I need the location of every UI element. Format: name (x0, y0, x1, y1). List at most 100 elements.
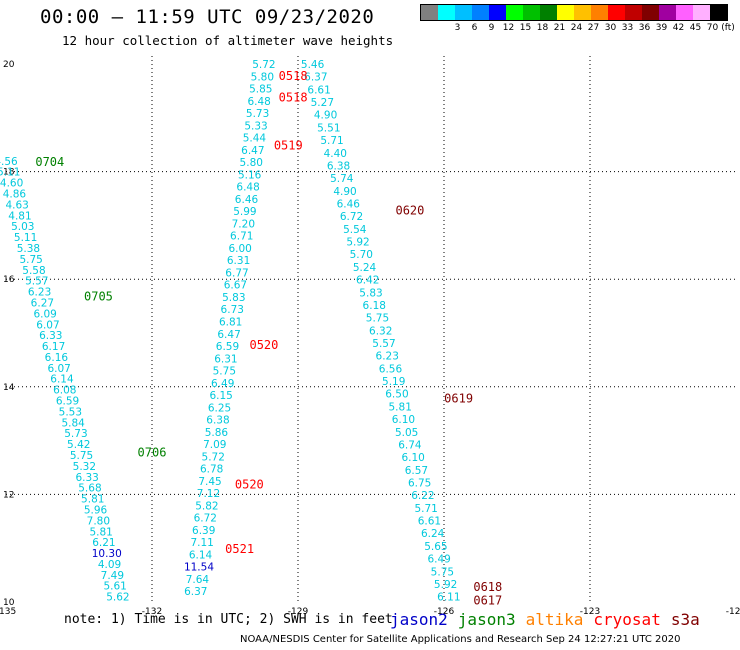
wave-height-value: 5.80 (240, 157, 263, 169)
wave-height-value: 5.84 (61, 417, 85, 429)
pass-time-label: 0518 (279, 69, 308, 83)
wave-height-value: 6.17 (42, 341, 65, 353)
wave-height-value: 5.83 (222, 292, 245, 304)
legend-unit: (ft) (721, 23, 735, 33)
lat-tick-label: 12 (3, 490, 14, 500)
wave-height-value: 6.18 (363, 300, 386, 312)
wave-height-value: 5.80 (251, 71, 274, 83)
wave-height-value: 6.14 (189, 549, 213, 561)
wave-height-value: 7.64 (186, 574, 210, 586)
satellite-legend: jason2 jason3 altika cryosat s3a (390, 610, 710, 629)
wave-height-value: 6.37 (304, 72, 327, 84)
legend-label: 3 (454, 23, 461, 33)
wave-height-value: 5.57 (372, 338, 395, 350)
legend-swatch (574, 5, 591, 20)
pass-time-label: 0706 (138, 445, 167, 459)
legend-label: 9 (488, 23, 495, 33)
satellite-jason3: jason3 (457, 610, 516, 629)
wave-height-value: 6.25 (208, 402, 231, 414)
wave-height-value: 6.16 (45, 352, 69, 364)
wave-height-value: 4.40 (324, 148, 347, 160)
pass-time-label: 0617 (473, 593, 502, 607)
wave-height-value: 6.81 (219, 316, 242, 328)
wave-height-value: 4.56 (0, 156, 18, 168)
legend-label: 70 (706, 23, 719, 33)
legend-swatch (523, 5, 540, 20)
wave-height-value: 6.32 (369, 325, 392, 337)
wave-height-value: 7.09 (203, 439, 226, 451)
wave-height-value: 5.71 (320, 135, 343, 147)
wave-height-value: 6.15 (209, 390, 232, 402)
legend-swatch (693, 5, 710, 20)
wave-height-value: 6.50 (385, 389, 408, 401)
legend-swatch (472, 5, 489, 20)
lon-tick-label: -126 (434, 607, 455, 617)
wave-height-value: 6.38 (327, 160, 350, 172)
legend-swatch (455, 5, 472, 20)
wave-height-value: 5.82 (195, 500, 218, 512)
legend-swatch (642, 5, 659, 20)
wave-height-value: 4.09 (98, 559, 121, 571)
pass-time-label: 0520 (235, 478, 264, 492)
wave-height-value: 6.73 (221, 304, 244, 316)
wave-height-value: 6.46 (235, 194, 259, 206)
color-scale-legend: 3 6 9 12 15 18 21 24 27 30 33 36 39 42 45 70 (ft) (420, 4, 735, 35)
wave-height-value: 6.08 (53, 385, 76, 397)
wave-height-value: 5.62 (106, 592, 129, 604)
legend-label: 24 (570, 23, 583, 33)
wave-height-value: 5.86 (205, 427, 229, 439)
wave-height-value: 6.71 (230, 231, 253, 243)
wave-height-value: 5.16 (238, 169, 262, 181)
wave-height-value: 4.86 (3, 189, 27, 201)
wave-height-value: 5.38 (17, 243, 40, 255)
pass-time-label: 0704 (35, 155, 64, 169)
wave-height-value: 5.46 (301, 59, 325, 71)
wave-height-value: 5.03 (11, 221, 34, 233)
lon-tick-label: -135 (0, 607, 16, 617)
wave-height-value: 5.75 (366, 313, 389, 325)
wave-height-value: 5.19 (382, 376, 405, 388)
wave-height-value: 6.56 (379, 363, 403, 375)
wave-height-value: 5.32 (73, 461, 96, 473)
wave-height-value: 6.47 (217, 329, 240, 341)
wave-height-value: 5.81 (389, 401, 412, 413)
wave-height-value: 6.61 (307, 84, 330, 96)
wave-height-value: 5.96 (84, 504, 108, 516)
wave-height-value: 5.92 (434, 579, 457, 591)
wave-height-value: 5.92 (346, 237, 369, 249)
wave-height-value: 5.54 (343, 224, 367, 236)
wave-height-value: 6.09 (33, 308, 56, 320)
wave-height-value: 5.73 (246, 108, 269, 120)
wave-height-value: 6.14 (50, 374, 74, 386)
wave-height-value: 5.51 (317, 122, 340, 134)
lat-tick-label: 20 (3, 60, 15, 70)
legend-swatch (506, 5, 523, 20)
wave-height-value: 5.11 (0, 167, 20, 179)
wave-height-value: 5.72 (202, 451, 225, 463)
wave-height-value: 6.57 (405, 465, 428, 477)
legend-swatch (676, 5, 693, 20)
wave-height-value: 5.24 (353, 262, 377, 274)
wave-height-value: 5.53 (59, 406, 82, 418)
wave-height-value: 5.75 (213, 366, 236, 378)
lon-tick-label: -129 (288, 607, 309, 617)
wave-height-value: 4.90 (333, 186, 356, 198)
wave-height-value: 6.47 (241, 145, 264, 157)
legend-label: 21 (553, 23, 566, 33)
wave-height-value: 6.46 (337, 198, 361, 210)
legend-swatch (710, 5, 727, 20)
page-title: 00:00 – 11:59 UTC 09/23/2020 (40, 6, 375, 28)
legend-swatch (540, 5, 557, 20)
pass-time-label: 0521 (225, 542, 254, 556)
wave-height-value: 6.38 (206, 415, 229, 427)
wave-height-value: 6.72 (194, 513, 217, 525)
wave-height-value: 5.11 (14, 232, 37, 244)
wave-height-value: 5.70 (350, 249, 373, 261)
legend-swatch (608, 5, 625, 20)
legend-label: 27 (587, 23, 600, 33)
legend-swatch (625, 5, 642, 20)
wave-height-value: 5.68 (78, 483, 101, 495)
wave-height-value: 6.78 (200, 464, 223, 476)
credit-line: NOAA/NESDIS Center for Satellite Applica… (240, 634, 681, 645)
footer-note: note: 1) Time is in UTC; 2) SWH is in fe… (64, 612, 393, 627)
